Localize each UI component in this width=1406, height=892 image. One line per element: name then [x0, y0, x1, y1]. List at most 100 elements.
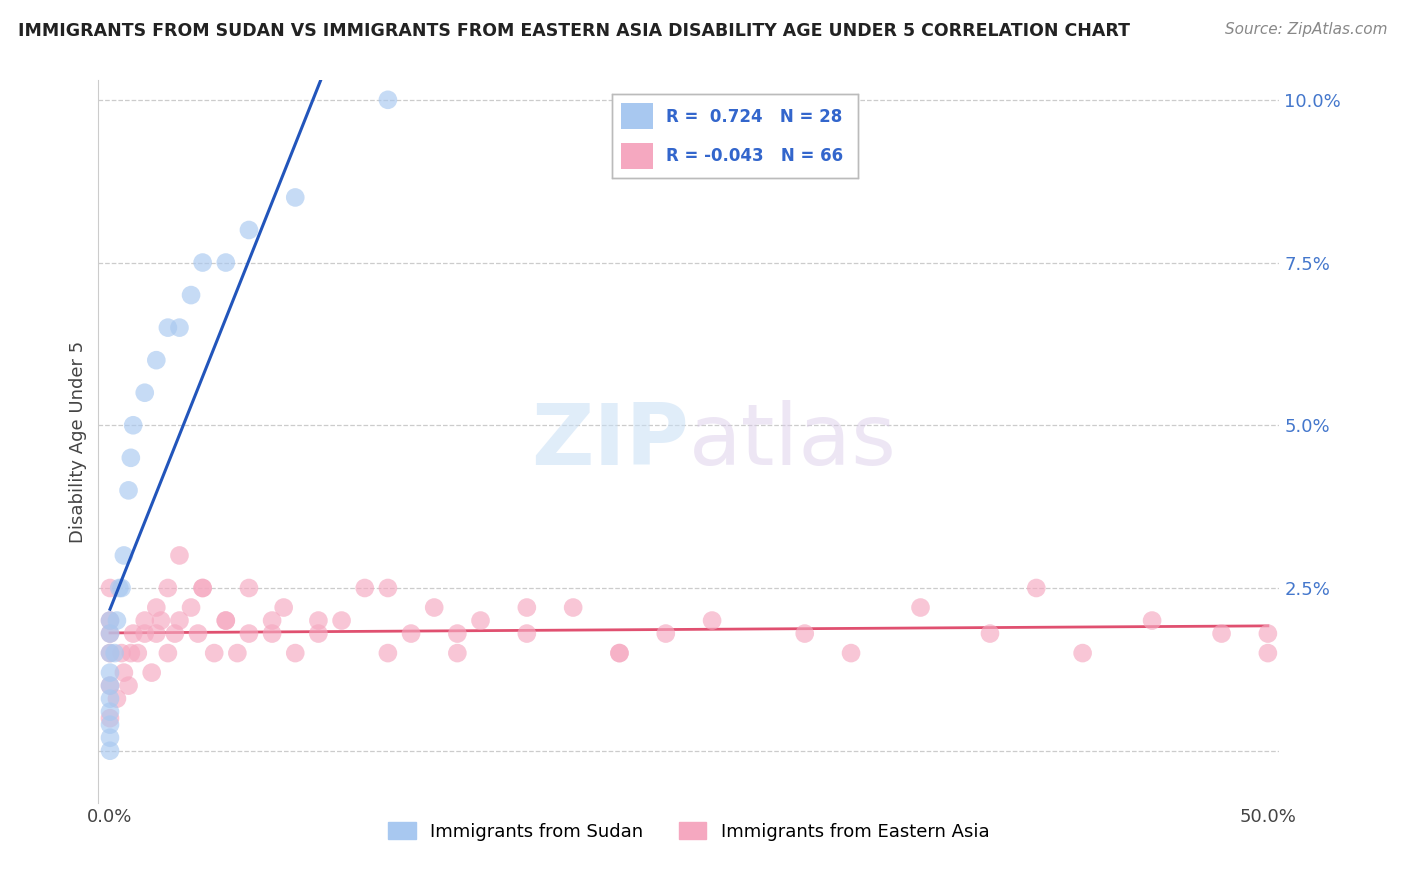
Point — [145, 353, 167, 368]
Point — [1257, 646, 1279, 660]
Point — [191, 581, 214, 595]
Point — [470, 614, 492, 628]
Point — [202, 646, 225, 660]
Point — [149, 614, 172, 628]
Point — [117, 483, 139, 498]
Point — [98, 705, 121, 719]
Text: R =  0.724   N = 28: R = 0.724 N = 28 — [666, 108, 842, 126]
Point — [446, 646, 468, 660]
Text: ZIP: ZIP — [531, 400, 689, 483]
Point — [1071, 646, 1094, 660]
Point — [238, 626, 260, 640]
Point — [307, 626, 329, 640]
Point — [423, 600, 446, 615]
Y-axis label: Disability Age Under 5: Disability Age Under 5 — [69, 341, 87, 542]
Point — [609, 646, 631, 660]
Point — [98, 679, 121, 693]
Text: Source: ZipAtlas.com: Source: ZipAtlas.com — [1225, 22, 1388, 37]
Point — [562, 600, 585, 615]
Point — [104, 646, 127, 660]
Point — [284, 190, 307, 204]
Point — [145, 626, 167, 640]
Text: IMMIGRANTS FROM SUDAN VS IMMIGRANTS FROM EASTERN ASIA DISABILITY AGE UNDER 5 COR: IMMIGRANTS FROM SUDAN VS IMMIGRANTS FROM… — [18, 22, 1130, 40]
Point — [1257, 626, 1279, 640]
Point — [156, 646, 179, 660]
Point — [1140, 614, 1163, 628]
Point — [226, 646, 249, 660]
Point — [122, 418, 145, 433]
Point — [134, 626, 156, 640]
Point — [180, 288, 202, 302]
Point — [377, 93, 399, 107]
Point — [307, 614, 329, 628]
Point — [839, 646, 862, 660]
Point — [98, 731, 121, 745]
Point — [793, 626, 815, 640]
Point — [134, 385, 156, 400]
Point — [98, 665, 121, 680]
Point — [169, 549, 191, 563]
Point — [910, 600, 932, 615]
Point — [353, 581, 375, 595]
Point — [262, 626, 284, 640]
FancyBboxPatch shape — [621, 103, 654, 129]
Text: atlas: atlas — [689, 400, 897, 483]
Point — [215, 614, 238, 628]
Point — [98, 646, 121, 660]
Point — [98, 581, 121, 595]
Point — [330, 614, 353, 628]
Point — [105, 614, 128, 628]
Point — [284, 646, 307, 660]
Point — [262, 614, 284, 628]
Point — [156, 581, 179, 595]
Point — [187, 626, 209, 640]
Point — [110, 581, 132, 595]
Point — [238, 223, 260, 237]
Point — [117, 679, 139, 693]
Point — [112, 665, 135, 680]
Point — [1025, 581, 1047, 595]
Point — [377, 581, 399, 595]
Point — [655, 626, 678, 640]
Point — [163, 626, 186, 640]
Point — [112, 549, 135, 563]
Point — [98, 717, 121, 731]
Point — [979, 626, 1001, 640]
Point — [108, 581, 131, 595]
Point — [141, 665, 163, 680]
Point — [516, 600, 538, 615]
Point — [516, 626, 538, 640]
Point — [98, 691, 121, 706]
Point — [98, 614, 121, 628]
Point — [98, 711, 121, 725]
Point — [105, 691, 128, 706]
Point — [98, 679, 121, 693]
Point — [110, 646, 132, 660]
Point — [191, 255, 214, 269]
FancyBboxPatch shape — [621, 143, 654, 169]
Point — [191, 581, 214, 595]
Point — [377, 646, 399, 660]
Point — [145, 600, 167, 615]
Point — [169, 614, 191, 628]
Point — [98, 646, 121, 660]
Point — [609, 646, 631, 660]
Point — [169, 320, 191, 334]
Point — [399, 626, 422, 640]
Point — [446, 626, 468, 640]
Text: R = -0.043   N = 66: R = -0.043 N = 66 — [666, 147, 842, 165]
Point — [98, 614, 121, 628]
Point — [156, 320, 179, 334]
Point — [120, 450, 142, 465]
Point — [98, 626, 121, 640]
Point — [120, 646, 142, 660]
Point — [98, 744, 121, 758]
Point — [98, 626, 121, 640]
Point — [215, 255, 238, 269]
Point — [122, 626, 145, 640]
Point — [700, 614, 723, 628]
Point — [273, 600, 295, 615]
Point — [180, 600, 202, 615]
Point — [127, 646, 149, 660]
Point — [238, 581, 260, 595]
